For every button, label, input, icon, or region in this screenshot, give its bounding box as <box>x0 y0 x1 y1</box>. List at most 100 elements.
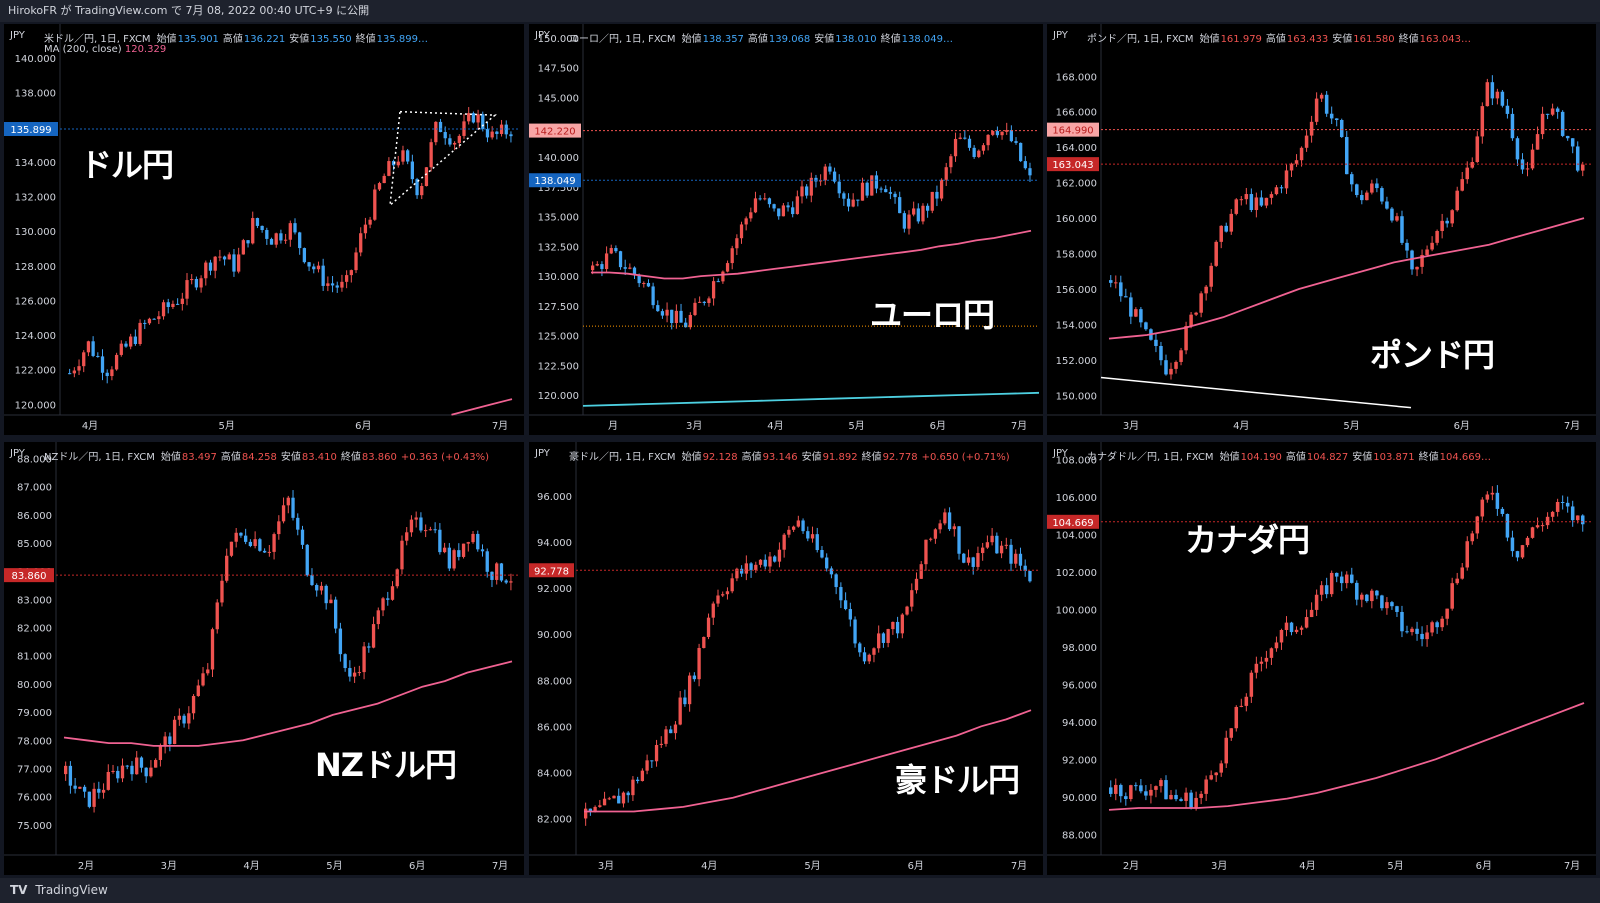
candle <box>1264 197 1269 209</box>
candle <box>509 131 513 143</box>
tradingview-logo-icon[interactable]: 𝗧𝗩 <box>10 883 28 897</box>
legend-label: 高値 <box>1285 452 1306 463</box>
candle <box>953 132 958 162</box>
legend-change: +0.650 (+0.71%) <box>921 452 1010 463</box>
ma-line <box>451 398 513 416</box>
candle <box>805 184 809 199</box>
candle <box>806 526 810 542</box>
candle <box>1023 156 1027 170</box>
legend-label: 安値 <box>1352 452 1373 463</box>
chart-panel-cadjpy[interactable]: 88.000 90.000 92.000 94.000 96.000 98.000 100.… <box>1047 442 1596 875</box>
candle <box>1124 792 1128 806</box>
candle <box>1385 196 1389 210</box>
candle <box>1505 513 1510 542</box>
candle <box>73 778 77 794</box>
candle <box>735 567 739 582</box>
chart-panel-eurjpy[interactable]: 120.000 122.500 125.000 127.500 130.000 132.5… <box>529 24 1043 435</box>
y-tick-label: 125.000 <box>538 332 579 343</box>
candle <box>206 663 210 676</box>
candle <box>258 537 262 552</box>
chart-svg-gbpjpy[interactable]: 150.000 152.000 154.000 156.000 158.000 160.0… <box>1047 24 1596 435</box>
candle <box>972 145 976 159</box>
candle <box>848 602 852 627</box>
candle <box>1450 577 1454 611</box>
candle <box>387 157 391 177</box>
candle <box>1565 496 1570 513</box>
candle <box>1490 486 1495 501</box>
candle <box>1269 191 1274 205</box>
candle <box>687 672 692 712</box>
candle <box>1425 245 1429 257</box>
candle <box>874 171 879 194</box>
candle <box>872 647 876 663</box>
candle <box>1355 580 1359 606</box>
candle <box>1570 138 1575 154</box>
y-tick-label: 138.000 <box>15 89 56 100</box>
candle <box>286 495 290 514</box>
candle <box>1520 153 1525 174</box>
candle <box>612 795 616 799</box>
y-tick-label: 145.000 <box>538 93 579 104</box>
candle <box>481 111 485 132</box>
candle <box>999 541 1004 559</box>
candle <box>1219 760 1223 777</box>
candle <box>373 184 377 221</box>
candle <box>1344 571 1349 589</box>
candle <box>105 369 109 384</box>
candle <box>584 802 588 826</box>
chart-panel-usdjpy[interactable]: 120.000 122.000 124.000 126.000 128.000 130.0… <box>4 24 524 435</box>
ma-line <box>591 229 1032 280</box>
candle <box>626 791 630 803</box>
candle <box>1214 240 1218 267</box>
candle <box>1319 92 1324 102</box>
brand-name[interactable]: TradingView <box>35 883 108 897</box>
candle <box>820 546 824 559</box>
chart-legend: ポンド／円, 1日, FXCM 始値161.979 高値163.433 安値161.5… <box>1087 30 1475 45</box>
candle <box>828 163 832 175</box>
candle <box>1450 209 1454 228</box>
chart-panel-gbpjpy[interactable]: 150.000 152.000 154.000 156.000 158.000 160.0… <box>1047 24 1596 435</box>
chart-svg-usdjpy[interactable]: 120.000 122.000 124.000 126.000 128.000 130.0… <box>4 24 524 435</box>
candle <box>721 591 725 598</box>
legend-label: 始値 <box>1219 452 1240 463</box>
candle <box>1455 572 1459 585</box>
candle <box>1440 616 1444 631</box>
legend-value-c: 83.860 <box>361 452 397 463</box>
candle <box>1179 797 1183 802</box>
chart-panel-audjpy[interactable]: 82.000 84.000 86.000 88.000 90.000 92.000 94.0… <box>529 442 1043 875</box>
chart-svg-cadjpy[interactable]: 88.000 90.000 92.000 94.000 96.000 98.000 100.… <box>1047 442 1596 875</box>
candle <box>111 764 115 774</box>
candle <box>277 515 281 540</box>
candle <box>1119 275 1123 302</box>
candle <box>692 672 697 682</box>
x-tick-label: 7月 <box>1564 860 1580 872</box>
candle <box>1309 115 1314 143</box>
chart-panel-nzdjpy[interactable]: 75.000 76.000 77.000 78.000 79.000 80.000 81.0… <box>4 442 524 875</box>
x-tick-label: 6月 <box>1476 860 1492 872</box>
candle <box>241 238 245 255</box>
candle <box>424 524 428 538</box>
candle <box>763 554 767 570</box>
chart-svg-eurjpy[interactable]: 120.000 122.500 125.000 127.500 130.000 132.5… <box>529 24 1043 435</box>
candle <box>749 562 753 578</box>
candle <box>1144 321 1148 331</box>
candle <box>1264 650 1269 669</box>
candle <box>791 525 796 533</box>
legend-value-h: 139.068 <box>768 34 811 45</box>
candle <box>480 544 485 557</box>
chart-svg-nzdjpy[interactable]: 75.000 76.000 77.000 78.000 79.000 80.000 81.0… <box>4 442 524 875</box>
candle <box>1485 491 1490 503</box>
candle <box>938 519 942 534</box>
chart-svg-audjpy[interactable]: 82.000 84.000 86.000 88.000 90.000 92.000 94.0… <box>529 442 1043 875</box>
candle <box>929 537 933 542</box>
candle <box>220 574 224 607</box>
legend-label: 高値 <box>220 452 241 463</box>
candle <box>856 199 860 207</box>
legend-value-o: 92.128 <box>702 452 738 463</box>
y-tick-label: 84.000 <box>537 768 572 779</box>
candle <box>1500 507 1505 517</box>
y-tick-label: 126.000 <box>15 296 56 307</box>
candle <box>716 278 720 283</box>
ma-line <box>584 709 1032 813</box>
candle <box>623 259 627 276</box>
